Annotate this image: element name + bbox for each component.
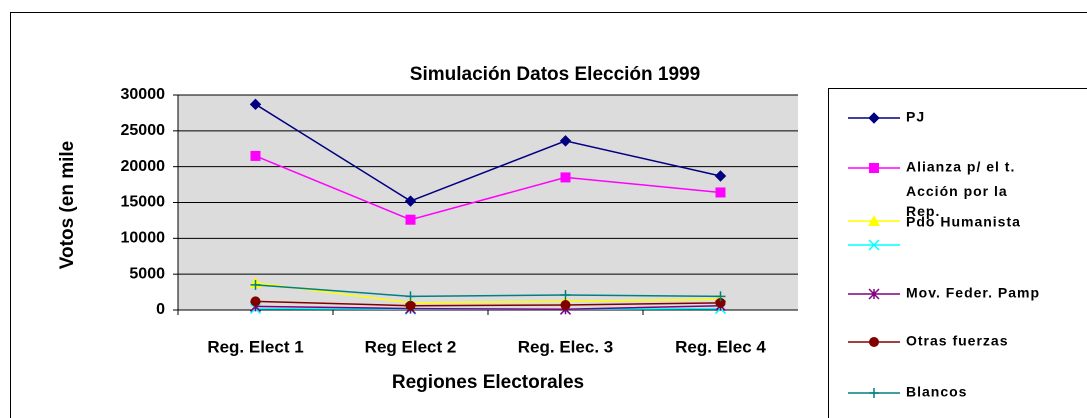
y-tick-label: 5000 (129, 265, 165, 282)
series-line (255, 300, 721, 307)
marker (868, 239, 880, 251)
marker (869, 337, 879, 347)
series-line (255, 103, 721, 202)
marker (560, 299, 571, 310)
legend-label: Acción por la Rep. (906, 183, 1008, 219)
legend-label: Otras fuerzas (906, 333, 1008, 349)
marker (714, 170, 727, 182)
series-line (255, 284, 721, 298)
legend-label: Blancos (906, 384, 967, 400)
marker (868, 288, 880, 300)
series-line (255, 304, 721, 311)
marker (715, 297, 726, 308)
marker (250, 296, 261, 307)
marker (560, 289, 571, 300)
marker (715, 291, 726, 302)
marker (405, 214, 416, 225)
marker (560, 172, 571, 183)
y-tick-label: 10000 (121, 230, 166, 247)
y-tick-label: 15000 (121, 194, 166, 211)
marker (405, 300, 416, 311)
y-tick-label: 0 (156, 301, 165, 318)
x-tick-label: Reg. Elec. 3 (518, 337, 613, 356)
marker (868, 215, 880, 226)
x-tick-label: Reg Elect 2 (365, 337, 457, 356)
y-tick-label: 30000 (121, 86, 166, 103)
x-tick-label: Reg. Elec 4 (675, 337, 766, 356)
marker (868, 112, 880, 124)
marker (869, 388, 879, 398)
marker (715, 187, 726, 198)
legend (828, 88, 1087, 418)
marker (404, 195, 417, 207)
y-tick-label: 25000 (121, 122, 166, 139)
legend-label: Mov. Feder. Pamp (906, 285, 1040, 301)
marker (559, 135, 572, 147)
x-axis-title: Regiones Electorales (392, 372, 584, 393)
marker (405, 291, 416, 302)
y-axis-title: Votos (en mile (57, 141, 78, 269)
legend-label: Pdo Humanista (906, 214, 1021, 230)
chart-title: Simulación Datos Elección 1999 (410, 64, 700, 85)
legend-label: PJ (906, 109, 925, 125)
marker (250, 150, 261, 161)
series-line (255, 282, 721, 304)
series-line (255, 155, 721, 221)
marker (869, 163, 879, 173)
marker (250, 279, 261, 290)
x-tick-label: Reg. Elect 1 (207, 337, 303, 356)
marker (249, 98, 262, 111)
legend-label: Alianza p/ el t. (906, 159, 1015, 175)
y-tick-label: 20000 (121, 158, 166, 175)
